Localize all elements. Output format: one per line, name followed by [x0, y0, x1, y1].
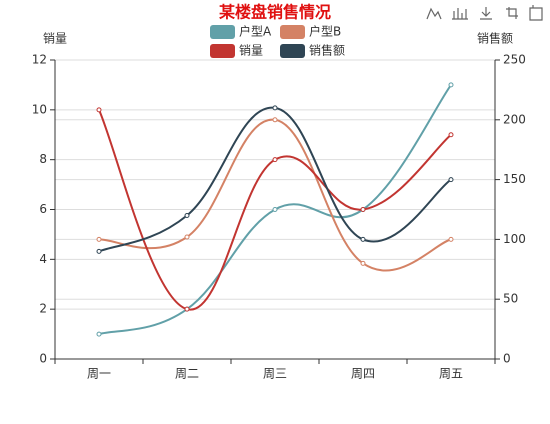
y-tick-label: 10 [32, 102, 47, 116]
y2-tick-label: 50 [503, 292, 518, 306]
data-point [272, 105, 278, 111]
x-tick-label: 周二 [175, 367, 199, 381]
data-point [360, 236, 366, 242]
y-tick-label: 4 [39, 252, 47, 266]
data-point [272, 207, 278, 212]
data-point [96, 107, 102, 113]
x-tick-label: 周四 [351, 367, 375, 381]
series-line [98, 118, 452, 272]
data-point [448, 236, 454, 242]
y-tick-label: 0 [39, 352, 47, 366]
legend-swatch [210, 44, 235, 58]
data-point [448, 132, 454, 138]
legend-swatch [280, 25, 305, 39]
tool-line[interactable] [426, 7, 442, 20]
data-point [96, 248, 102, 254]
data-point [448, 177, 454, 183]
series-line [98, 106, 452, 253]
data-point [96, 236, 102, 242]
legend-swatch [280, 44, 305, 58]
series-line [98, 84, 452, 336]
tool-zoom[interactable] [529, 5, 543, 21]
data-point [184, 212, 190, 218]
y2-axis-label: 销售额 [477, 31, 513, 46]
data-point [96, 331, 102, 337]
y-tick-label: 2 [39, 302, 47, 316]
y2-tick-label: 0 [503, 352, 511, 366]
y-tick-label: 8 [39, 152, 47, 166]
chart-title: 某楼盘销售情况 [218, 3, 331, 22]
series-line [98, 109, 452, 311]
legend-label: 户型B [309, 24, 341, 39]
y2-tick-label: 250 [503, 53, 526, 67]
data-point [272, 157, 278, 163]
tool-save[interactable] [480, 7, 492, 20]
y-tick-label: 6 [39, 202, 47, 216]
data-point [184, 234, 190, 240]
y2-tick-label: 150 [503, 172, 526, 186]
legend-swatch [210, 25, 235, 39]
y2-tick-label: 200 [503, 112, 526, 126]
y-tick-label: 12 [32, 53, 47, 67]
toolbox[interactable] [426, 5, 543, 21]
y2-tick-label: 100 [503, 232, 526, 246]
tool-bar[interactable] [452, 8, 468, 20]
x-tick-label: 周三 [263, 367, 287, 381]
legend-label: 销量 [239, 44, 263, 58]
data-point [360, 207, 366, 212]
data-point [184, 306, 190, 312]
x-tick-label: 周一 [87, 367, 111, 381]
data-point [272, 117, 278, 123]
legend-label: 户型A [239, 24, 272, 39]
x-tick-label: 周五 [439, 367, 463, 381]
legend-label: 销售额 [309, 43, 345, 58]
data-point [448, 82, 454, 88]
y-axis-label: 销量 [43, 32, 67, 46]
tool-restore[interactable] [506, 7, 518, 19]
data-point [360, 260, 366, 266]
